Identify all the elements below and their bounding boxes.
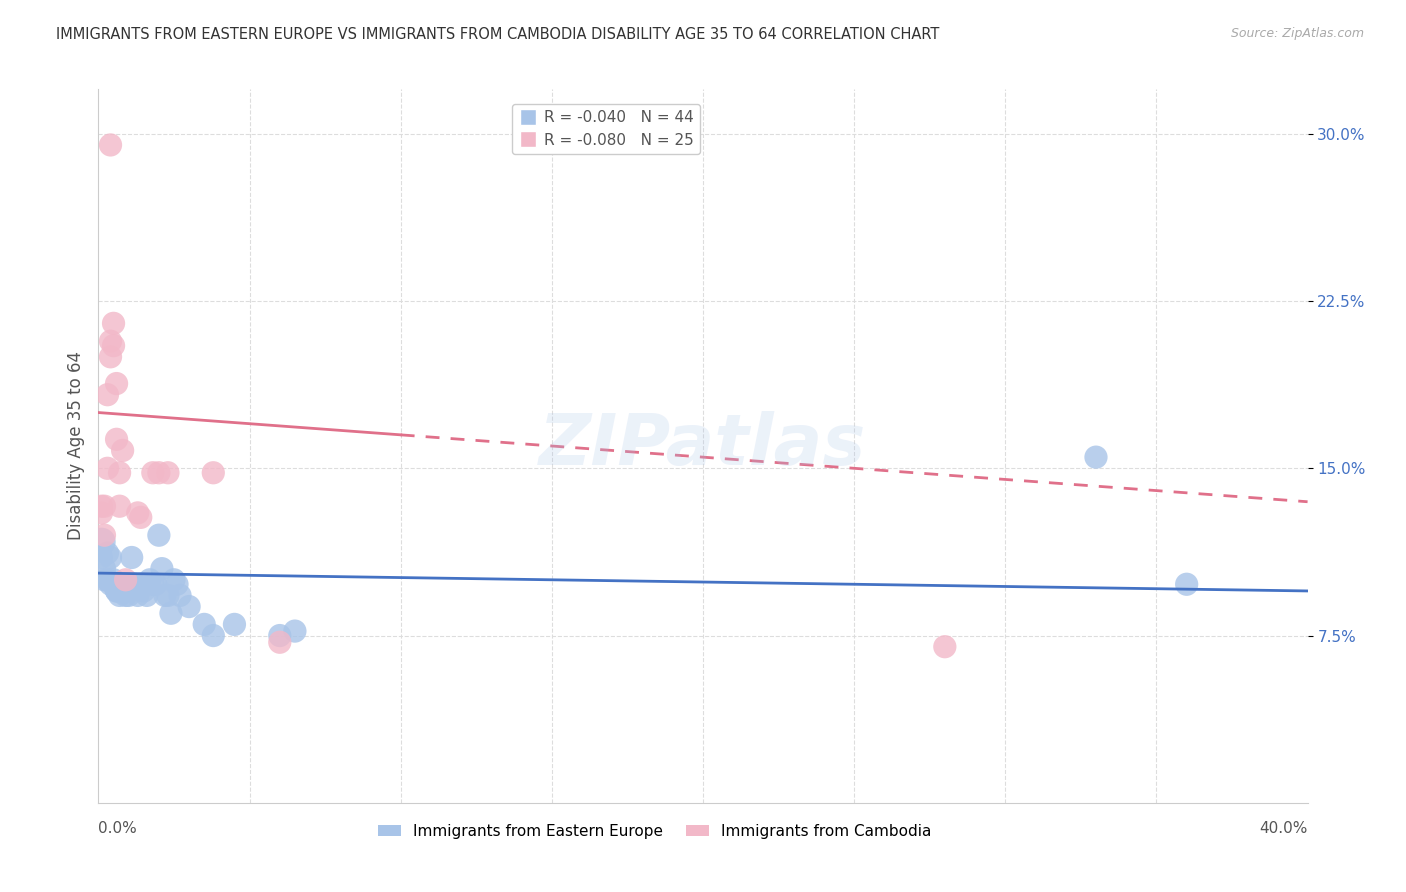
- Point: [93, 573, 115, 587]
- Point: [150, 562, 173, 576]
- Text: 40.0%: 40.0%: [1260, 821, 1308, 836]
- Point: [148, 466, 170, 480]
- Point: [142, 466, 165, 480]
- Y-axis label: Disability Age 35 to 64: Disability Age 35 to 64: [66, 351, 84, 541]
- Point: [284, 624, 307, 639]
- Point: [108, 466, 131, 480]
- Point: [114, 589, 136, 603]
- Point: [129, 577, 152, 591]
- Point: [108, 577, 131, 591]
- Point: [1085, 450, 1108, 464]
- Point: [108, 589, 131, 603]
- Point: [127, 506, 149, 520]
- Point: [96, 387, 118, 401]
- Point: [142, 577, 165, 591]
- Point: [105, 432, 128, 446]
- Point: [202, 628, 225, 642]
- Point: [90, 550, 112, 565]
- Point: [156, 589, 179, 603]
- Point: [169, 589, 191, 603]
- Point: [135, 589, 157, 603]
- Point: [100, 550, 122, 565]
- Point: [148, 528, 170, 542]
- Point: [100, 350, 122, 364]
- Point: [103, 573, 125, 587]
- Point: [269, 628, 291, 642]
- Point: [93, 499, 115, 513]
- Legend: Immigrants from Eastern Europe, Immigrants from Cambodia: Immigrants from Eastern Europe, Immigran…: [371, 818, 938, 845]
- Point: [163, 573, 186, 587]
- Point: [103, 338, 125, 352]
- Point: [179, 599, 201, 614]
- Point: [100, 137, 122, 152]
- Point: [114, 573, 136, 587]
- Point: [160, 607, 183, 621]
- Point: [105, 583, 128, 598]
- Point: [129, 510, 152, 524]
- Point: [145, 577, 167, 591]
- Point: [96, 546, 118, 560]
- Text: ZIPatlas: ZIPatlas: [540, 411, 866, 481]
- Point: [111, 583, 134, 598]
- Point: [90, 534, 112, 549]
- Point: [118, 577, 141, 591]
- Point: [105, 583, 128, 598]
- Text: Source: ZipAtlas.com: Source: ZipAtlas.com: [1230, 27, 1364, 40]
- Point: [121, 550, 143, 565]
- Point: [100, 577, 122, 591]
- Point: [934, 640, 956, 654]
- Point: [132, 583, 155, 598]
- Text: IMMIGRANTS FROM EASTERN EUROPE VS IMMIGRANTS FROM CAMBODIA DISABILITY AGE 35 TO : IMMIGRANTS FROM EASTERN EUROPE VS IMMIGR…: [56, 27, 939, 42]
- Point: [111, 443, 134, 458]
- Point: [166, 577, 188, 591]
- Point: [93, 562, 115, 576]
- Point: [139, 573, 162, 587]
- Point: [124, 577, 146, 591]
- Point: [105, 376, 128, 391]
- Point: [90, 499, 112, 513]
- Point: [202, 466, 225, 480]
- Point: [96, 573, 118, 587]
- Point: [100, 334, 122, 348]
- Point: [127, 589, 149, 603]
- Point: [96, 461, 118, 475]
- Point: [269, 635, 291, 649]
- Point: [118, 589, 141, 603]
- Point: [90, 506, 112, 520]
- Point: [153, 589, 176, 603]
- Point: [111, 583, 134, 598]
- Point: [224, 617, 246, 632]
- Point: [93, 528, 115, 542]
- Point: [103, 577, 125, 591]
- Point: [1175, 577, 1198, 591]
- Point: [108, 499, 131, 513]
- Point: [193, 617, 215, 632]
- Point: [156, 466, 179, 480]
- Point: [103, 316, 125, 330]
- Text: 0.0%: 0.0%: [98, 821, 138, 836]
